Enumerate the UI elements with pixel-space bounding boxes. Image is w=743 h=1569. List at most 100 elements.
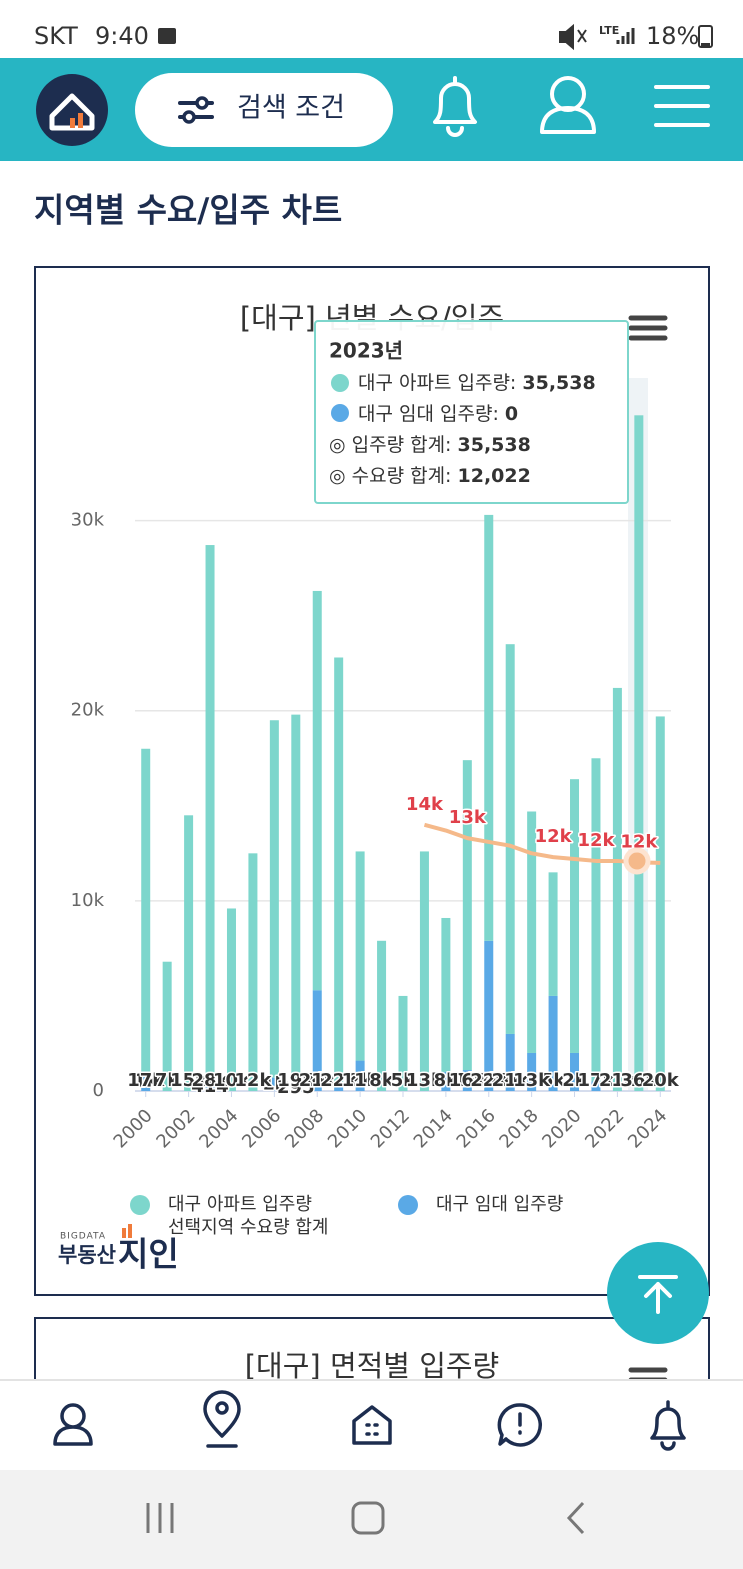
bar xyxy=(548,995,558,1091)
logo-right: 지인 xyxy=(118,1235,179,1274)
data-label: 15k xyxy=(170,1070,208,1091)
nav-bell[interactable] xyxy=(650,1400,686,1451)
home-logo-bars xyxy=(70,113,83,128)
bar xyxy=(205,545,215,1084)
bar xyxy=(398,995,408,1091)
data-label: 14k xyxy=(406,794,444,815)
bar xyxy=(441,1071,451,1091)
recents-button[interactable] xyxy=(146,1503,174,1533)
bar xyxy=(162,961,172,1091)
data-label: 1k xyxy=(455,1070,481,1091)
tooltip-item-label: ◎ 입주량 합계: xyxy=(329,434,458,456)
bottom-nav xyxy=(0,1380,743,1470)
bar xyxy=(655,716,665,1091)
data-label: 3k xyxy=(498,1070,524,1091)
bar xyxy=(291,714,301,1086)
data-label: 10k xyxy=(213,1070,251,1091)
bar xyxy=(334,657,344,1084)
chart-menu[interactable] xyxy=(628,315,668,341)
tooltip-item-value: 35,538 xyxy=(522,372,595,394)
data-label: 17k xyxy=(127,1070,165,1091)
bar xyxy=(269,1077,279,1091)
bar xyxy=(548,872,558,996)
legend-label: 대구 아파트 입주량 xyxy=(168,1194,312,1215)
network: LTE xyxy=(599,24,619,37)
home-logo-house xyxy=(49,93,95,131)
data-label: 22k xyxy=(470,1070,508,1091)
tooltip-title: 2023년 xyxy=(329,339,403,363)
data-label: 21k xyxy=(599,1070,637,1091)
bar xyxy=(591,1081,601,1091)
data-label: 1k xyxy=(262,1073,288,1094)
back-button[interactable] xyxy=(566,1501,585,1535)
bell-button[interactable] xyxy=(433,76,477,137)
next-card-title: [대구] 면적별 입주량 xyxy=(245,1349,500,1383)
profile-button[interactable] xyxy=(540,76,596,134)
gallery-icon xyxy=(158,28,176,44)
search-button-label: 검색 조건 xyxy=(237,93,345,124)
nav-alert[interactable] xyxy=(497,1403,543,1447)
profile-icon xyxy=(540,76,596,134)
bar xyxy=(570,1052,580,1091)
home-button[interactable] xyxy=(351,1501,385,1535)
page-title: 지역별 수요/입주 차트 xyxy=(34,191,342,230)
data-label: 5k xyxy=(391,1070,417,1091)
nav-profile[interactable] xyxy=(53,1403,93,1446)
bar xyxy=(355,1060,365,1091)
data-label: 21k xyxy=(299,1070,337,1091)
bar xyxy=(462,760,472,1071)
tooltip-item-label: 대구 아파트 입주량: xyxy=(358,372,522,394)
bar xyxy=(248,853,258,1091)
home-logo[interactable] xyxy=(36,74,108,146)
data-label: 1k xyxy=(133,1070,159,1091)
filter-knob xyxy=(182,110,196,124)
filter-knob xyxy=(195,96,209,110)
data-label: 19k xyxy=(277,1070,315,1091)
legend-marker xyxy=(130,1195,150,1215)
mute-icon xyxy=(559,23,587,51)
nav-map[interactable] xyxy=(203,1390,241,1448)
tooltip-item-value: 35,538 xyxy=(458,434,531,456)
data-label: 295 xyxy=(277,1077,315,1098)
data-label: 2k xyxy=(348,1070,374,1091)
bar xyxy=(441,917,451,1072)
tooltip-marker xyxy=(331,374,349,392)
data-label: 17k xyxy=(577,1070,615,1091)
bar xyxy=(377,940,387,1091)
bar xyxy=(570,779,580,1053)
data-label: 21k xyxy=(492,1070,530,1091)
battery-icon xyxy=(698,25,713,48)
tooltip-item: ◎ 수요량 합계: 12,022 xyxy=(329,465,531,487)
menu-button[interactable] xyxy=(654,85,710,127)
data-label: 5k xyxy=(541,1070,567,1091)
bar xyxy=(591,758,601,1082)
data-label: 5k xyxy=(305,1070,331,1091)
bar xyxy=(419,851,429,1091)
tooltip-item: 대구 아파트 입주량: 35,538 xyxy=(358,372,596,394)
scroll-top-icon xyxy=(638,1275,678,1314)
data-label: 16k xyxy=(449,1070,487,1091)
tooltip-marker xyxy=(331,404,349,422)
bar xyxy=(312,990,322,1091)
data-label: 13k xyxy=(449,807,487,828)
search-button[interactable] xyxy=(135,73,393,147)
bar xyxy=(527,1052,537,1091)
data-label: 11k xyxy=(342,1070,380,1091)
legend-label: 선택지역 수요량 합계 xyxy=(168,1217,328,1238)
data-label: 13k xyxy=(406,1070,444,1091)
data-label: 8k xyxy=(369,1070,395,1091)
logo-bar xyxy=(128,1224,132,1238)
nav-home[interactable] xyxy=(352,1405,392,1445)
tooltip-item: ◎ 입주량 합계: 35,538 xyxy=(329,434,531,456)
tooltip-item-value: 0 xyxy=(505,403,518,425)
tooltip-item-value: 12,022 xyxy=(458,465,531,487)
bell-icon xyxy=(433,76,477,137)
data-label: 20k xyxy=(642,1070,680,1091)
data-label: 13k xyxy=(513,1070,551,1091)
logo-top: BIGDATA xyxy=(60,1232,106,1242)
bar xyxy=(505,644,515,1034)
